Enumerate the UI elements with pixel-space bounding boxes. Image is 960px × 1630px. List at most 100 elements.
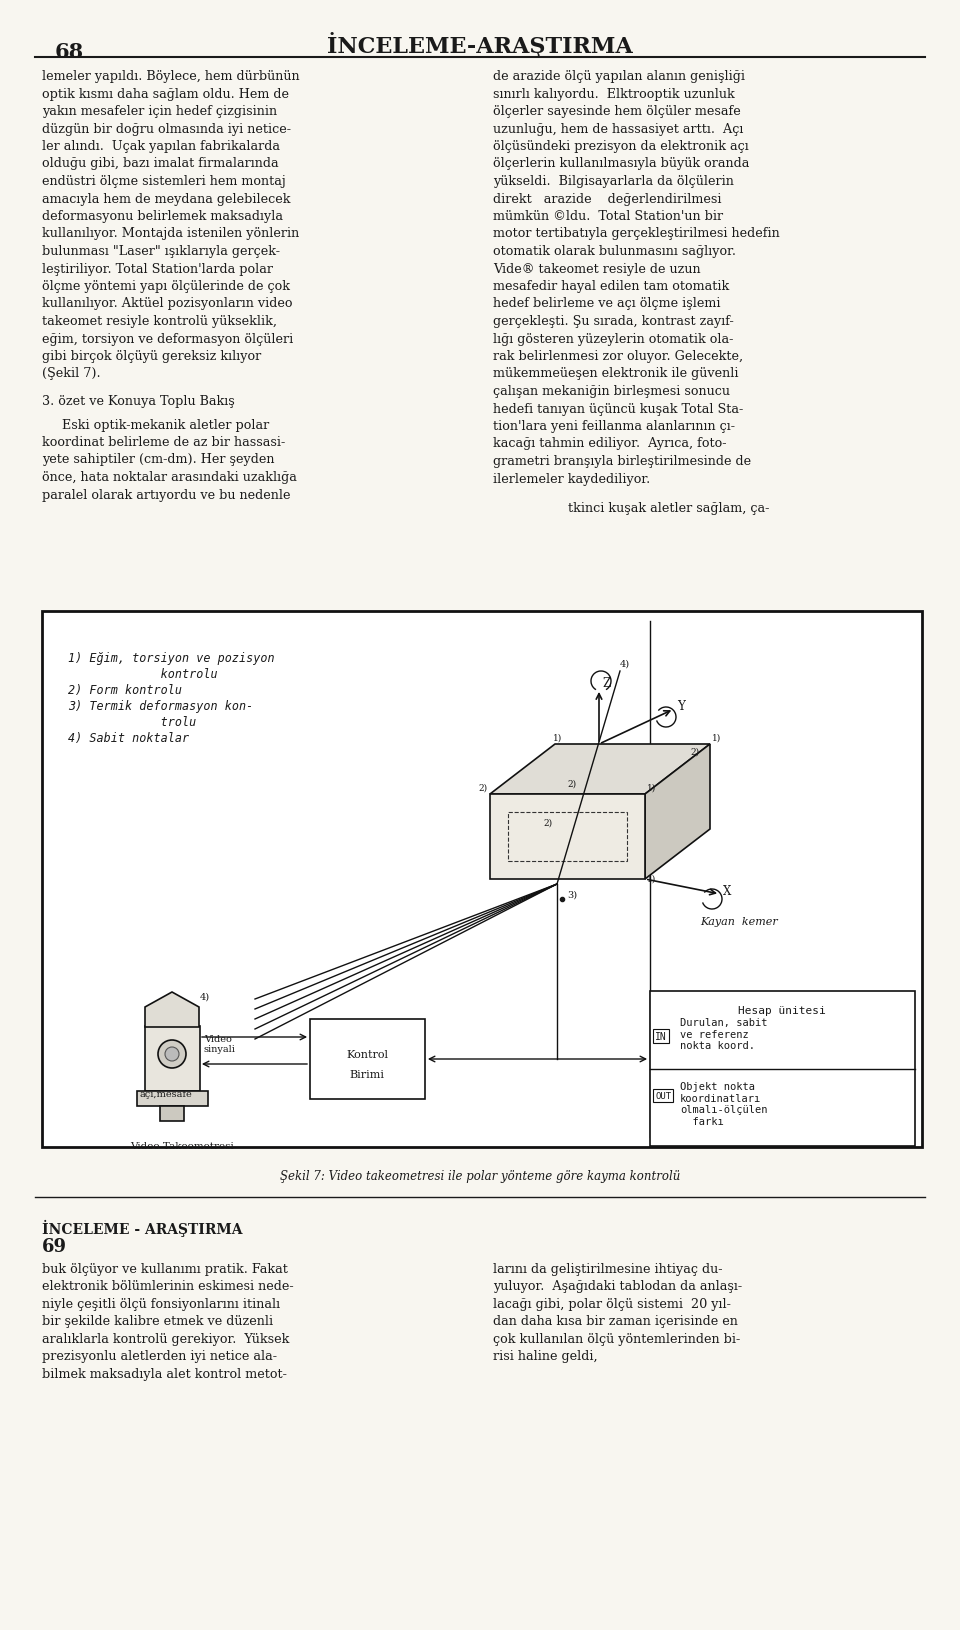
Text: Eski optik-mekanik aletler polar: Eski optik-mekanik aletler polar: [42, 419, 269, 432]
Text: trolu: trolu: [68, 716, 196, 729]
Text: Kontrol: Kontrol: [346, 1050, 388, 1060]
Text: 2): 2): [543, 818, 552, 828]
Text: tion'lara yeni feillanma alanlarının çı-: tion'lara yeni feillanma alanlarının çı-: [493, 421, 735, 432]
Text: ölçüsündeki prezisyon da elektronik açı: ölçüsündeki prezisyon da elektronik açı: [493, 140, 749, 153]
Text: lacağı gibi, polar ölçü sistemi  20 yıl-: lacağı gibi, polar ölçü sistemi 20 yıl-: [493, 1297, 731, 1311]
Bar: [650, 991, 915, 1146]
Text: koordinat belirleme de az bir hassasi-: koordinat belirleme de az bir hassasi-: [42, 435, 285, 448]
Text: 1): 1): [647, 874, 657, 883]
Text: Video Takeometresi: Video Takeometresi: [130, 1141, 233, 1151]
Text: tkinci kuşak aletler sağlam, ça-: tkinci kuşak aletler sağlam, ça-: [548, 502, 769, 515]
Text: 3. özet ve Konuya Toplu Bakış: 3. özet ve Konuya Toplu Bakış: [42, 394, 235, 408]
Text: gerçekleşti. Şu sırada, kontrast zayıf-: gerçekleşti. Şu sırada, kontrast zayıf-: [493, 315, 733, 328]
Text: kacağı tahmin ediliyor.  Ayrıca, foto-: kacağı tahmin ediliyor. Ayrıca, foto-: [493, 437, 727, 450]
Text: OUT: OUT: [655, 1092, 671, 1100]
Text: açı,mesafe: açı,mesafe: [140, 1089, 193, 1099]
Text: 2): 2): [567, 779, 576, 789]
Text: lığı gösteren yüzeylerin otomatik ola-: lığı gösteren yüzeylerin otomatik ola-: [493, 333, 733, 346]
Circle shape: [158, 1040, 186, 1068]
Text: rak belirlenmesi zor oluyor. Gelecekte,: rak belirlenmesi zor oluyor. Gelecekte,: [493, 350, 743, 363]
Text: önce, hata noktalar arasındaki uzaklığa: önce, hata noktalar arasındaki uzaklığa: [42, 471, 297, 484]
Text: mesafedir hayal edilen tam otomatik: mesafedir hayal edilen tam otomatik: [493, 280, 730, 293]
Text: aralıklarla kontrolü gerekiyor.  Yüksek: aralıklarla kontrolü gerekiyor. Yüksek: [42, 1332, 289, 1345]
Text: takeomet resiyle kontrolü yükseklik,: takeomet resiyle kontrolü yükseklik,: [42, 315, 277, 328]
Text: bir şekilde kalibre etmek ve düzenli: bir şekilde kalibre etmek ve düzenli: [42, 1315, 274, 1328]
Text: X: X: [723, 885, 732, 898]
Polygon shape: [645, 745, 710, 880]
Text: hedefi tanıyan üçüncü kuşak Total Sta-: hedefi tanıyan üçüncü kuşak Total Sta-: [493, 403, 743, 416]
Text: uzunluğu, hem de hassasiyet arttı.  Açı: uzunluğu, hem de hassasiyet arttı. Açı: [493, 122, 743, 135]
Text: Y: Y: [677, 699, 684, 712]
Text: 68: 68: [55, 42, 84, 62]
Text: kullanılıyor. Montajda istenilen yönlerin: kullanılıyor. Montajda istenilen yönleri…: [42, 227, 300, 240]
Text: grametri branşıyla birleştirilmesinde de: grametri branşıyla birleştirilmesinde de: [493, 455, 751, 468]
Text: de arazide ölçü yapılan alanın genişliği: de arazide ölçü yapılan alanın genişliği: [493, 70, 745, 83]
Text: sınırlı kalıyordu.  Elktrooptik uzunluk: sınırlı kalıyordu. Elktrooptik uzunluk: [493, 88, 734, 101]
Text: prezisyonlu aletlerden iyi netice ala-: prezisyonlu aletlerden iyi netice ala-: [42, 1350, 277, 1363]
Text: düzgün bir doğru olmasında iyi netice-: düzgün bir doğru olmasında iyi netice-: [42, 122, 291, 135]
Bar: [145, 1027, 200, 1092]
Text: 4): 4): [200, 993, 210, 1001]
Text: bilmek maksadıyla alet kontrol metot-: bilmek maksadıyla alet kontrol metot-: [42, 1368, 287, 1381]
Text: 1): 1): [553, 734, 563, 743]
Text: eğim, torsiyon ve deformasyon ölçüleri: eğim, torsiyon ve deformasyon ölçüleri: [42, 333, 293, 346]
Text: ölçme yöntemi yapı ölçülerinde de çok: ölçme yöntemi yapı ölçülerinde de çok: [42, 280, 290, 293]
Text: 1): 1): [712, 734, 721, 743]
Text: risi haline geldi,: risi haline geldi,: [493, 1350, 598, 1363]
Text: olduğu gibi, bazı imalat firmalarında: olduğu gibi, bazı imalat firmalarında: [42, 158, 278, 171]
Text: Hesap ünitesi: Hesap ünitesi: [738, 1006, 826, 1015]
Text: paralel olarak artıyordu ve bu nedenle: paralel olarak artıyordu ve bu nedenle: [42, 489, 291, 500]
Text: amacıyla hem de meydana gelebilecek: amacıyla hem de meydana gelebilecek: [42, 192, 291, 205]
Polygon shape: [490, 745, 710, 794]
Text: optik kısmı daha sağlam oldu. Hem de: optik kısmı daha sağlam oldu. Hem de: [42, 88, 289, 101]
Text: gibi birçok ölçüyü gereksiz kılıyor: gibi birçok ölçüyü gereksiz kılıyor: [42, 350, 261, 363]
Text: Kayan  kemer: Kayan kemer: [700, 916, 778, 926]
Text: Video
sinyali: Video sinyali: [204, 1035, 236, 1053]
Text: dan daha kısa bir zaman içerisinde en: dan daha kısa bir zaman içerisinde en: [493, 1315, 738, 1328]
Polygon shape: [490, 794, 645, 880]
Text: yete sahiptiler (cm-dm). Her şeyden: yete sahiptiler (cm-dm). Her şeyden: [42, 453, 275, 466]
Circle shape: [165, 1048, 179, 1061]
Text: IN: IN: [655, 1032, 667, 1042]
Text: hedef belirleme ve açı ölçme işlemi: hedef belirleme ve açı ölçme işlemi: [493, 297, 721, 310]
Text: larını da geliştirilmesine ihtiyaç du-: larını da geliştirilmesine ihtiyaç du-: [493, 1262, 723, 1275]
Text: buk ölçüyor ve kullanımı pratik. Fakat: buk ölçüyor ve kullanımı pratik. Fakat: [42, 1262, 288, 1275]
Text: direkt   arazide    değerlendirilmesi: direkt arazide değerlendirilmesi: [493, 192, 722, 205]
Text: yükseldi.  Bilgisayarlarla da ölçülerin: yükseldi. Bilgisayarlarla da ölçülerin: [493, 174, 733, 187]
Text: ilerlemeler kaydediliyor.: ilerlemeler kaydediliyor.: [493, 473, 650, 486]
Text: niyle çeşitli ölçü fonsiyonlarını itinalı: niyle çeşitli ölçü fonsiyonlarını itinal…: [42, 1297, 280, 1311]
Text: motor tertibatıyla gerçekleştirilmesi hedefin: motor tertibatıyla gerçekleştirilmesi he…: [493, 227, 780, 240]
Text: endüstri ölçme sistemleri hem montaj: endüstri ölçme sistemleri hem montaj: [42, 174, 286, 187]
Bar: [310, 1019, 425, 1099]
Text: elektronik bölümlerinin eskimesi nede-: elektronik bölümlerinin eskimesi nede-: [42, 1280, 294, 1293]
Bar: [160, 1107, 184, 1121]
Text: leştiriliyor. Total Station'larda polar: leştiriliyor. Total Station'larda polar: [42, 262, 273, 275]
Text: 4): 4): [620, 660, 630, 668]
Text: yuluyor.  Aşağıdaki tablodan da anlaşı-: yuluyor. Aşağıdaki tablodan da anlaşı-: [493, 1280, 742, 1293]
Text: Objekt nokta
koordinatları
olmalı-ölçülen
  farkı: Objekt nokta koordinatları olmalı-ölçüle…: [680, 1081, 767, 1126]
Bar: [137, 1092, 208, 1107]
Polygon shape: [145, 993, 199, 1027]
Text: 2): 2): [690, 748, 699, 756]
Text: 3) Termik deformasyon kon-: 3) Termik deformasyon kon-: [68, 699, 253, 712]
Text: yakın mesafeler için hedef çizgisinin: yakın mesafeler için hedef çizgisinin: [42, 104, 277, 117]
Text: 3): 3): [567, 890, 577, 900]
Text: Birimi: Birimi: [349, 1069, 385, 1079]
Text: 1) Eğim, torsiyon ve pozisyon: 1) Eğim, torsiyon ve pozisyon: [68, 652, 275, 665]
Text: İNCELEME-ARAŞTIRMA: İNCELEME-ARAŞTIRMA: [327, 33, 633, 59]
Text: mükemmeüeşen elektronik ile güvenli: mükemmeüeşen elektronik ile güvenli: [493, 367, 738, 380]
Text: Z: Z: [602, 676, 611, 689]
Text: bulunması "Laser" ışıklarıyla gerçek-: bulunması "Laser" ışıklarıyla gerçek-: [42, 244, 280, 258]
Text: 2) Form kontrolu: 2) Form kontrolu: [68, 683, 182, 696]
Text: 1): 1): [647, 784, 657, 792]
Text: İNCELEME - ARAŞTIRMA: İNCELEME - ARAŞTIRMA: [42, 1219, 243, 1237]
Text: ölçerler sayesinde hem ölçüler mesafe: ölçerler sayesinde hem ölçüler mesafe: [493, 104, 741, 117]
Text: otomatik olarak bulunmasını sağlıyor.: otomatik olarak bulunmasını sağlıyor.: [493, 244, 736, 258]
Text: lemeler yapıldı. Böylece, hem dürbünün: lemeler yapıldı. Böylece, hem dürbünün: [42, 70, 300, 83]
Text: çalışan mekaniğin birleşmesi sonucu: çalışan mekaniğin birleşmesi sonucu: [493, 385, 730, 398]
Text: ölçerlerin kullanılmasıyla büyük oranda: ölçerlerin kullanılmasıyla büyük oranda: [493, 158, 750, 171]
Text: (Şekil 7).: (Şekil 7).: [42, 367, 101, 380]
Text: 4) Sabit noktalar: 4) Sabit noktalar: [68, 732, 189, 745]
Bar: [42, 611, 922, 1148]
Text: mümkün ©ldu.  Total Station'un bir: mümkün ©ldu. Total Station'un bir: [493, 210, 723, 223]
